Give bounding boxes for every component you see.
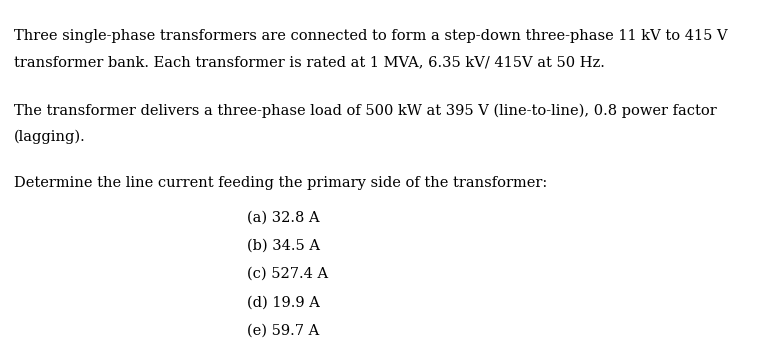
Text: Determine the line current feeding the primary side of the transformer:: Determine the line current feeding the p… [14, 176, 547, 190]
Text: (a) 32.8 A: (a) 32.8 A [247, 210, 320, 225]
Text: transformer bank. Each transformer is rated at 1 MVA, 6.35 kV/ 415V at 50 Hz.: transformer bank. Each transformer is ra… [14, 55, 605, 69]
Text: (e) 59.7 A: (e) 59.7 A [247, 324, 319, 338]
Text: (d) 19.9 A: (d) 19.9 A [247, 295, 320, 309]
Text: (lagging).: (lagging). [14, 129, 86, 144]
Text: The transformer delivers a three-phase load of 500 kW at 395 V (line-to-line), 0: The transformer delivers a three-phase l… [14, 104, 717, 118]
Text: (c) 527.4 A: (c) 527.4 A [247, 267, 328, 281]
Text: Three single-phase transformers are connected to form a step-down three-phase 11: Three single-phase transformers are conn… [14, 29, 728, 43]
Text: (b) 34.5 A: (b) 34.5 A [247, 239, 320, 253]
